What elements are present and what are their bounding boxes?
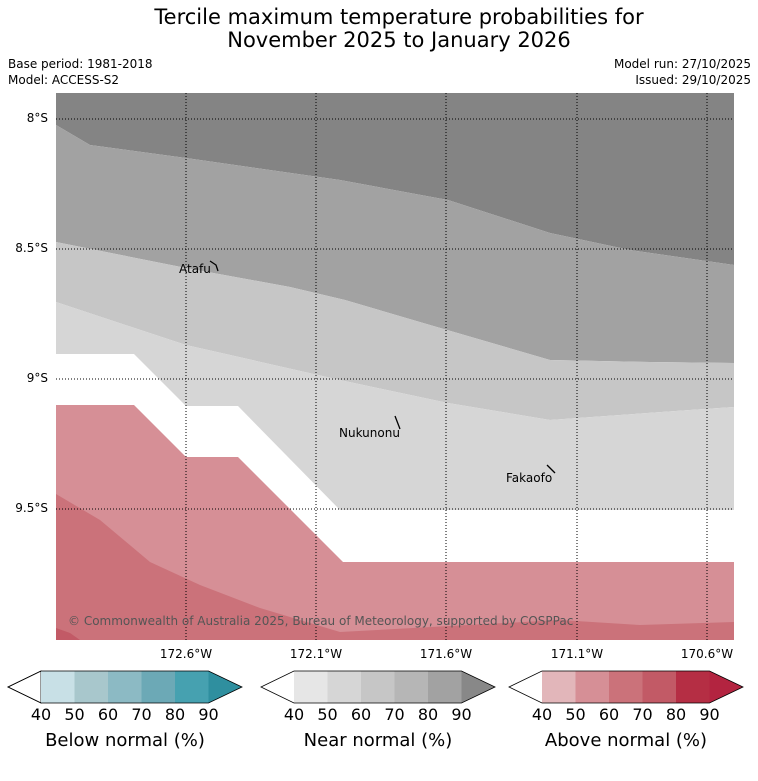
tick-label: 40 — [531, 705, 553, 724]
above-60-region — [56, 494, 734, 640]
colorbar-below-bin — [41, 671, 75, 703]
title-line-1: Tercile maximum temperature probabilitie… — [154, 5, 644, 29]
atafu-outline — [209, 260, 219, 272]
tick-label: 40 — [283, 705, 305, 724]
colorbar-below-low-arrow — [7, 670, 42, 704]
near-60-region — [56, 242, 734, 420]
colorbar-below-label: Below normal (%) — [45, 730, 205, 751]
colorbar-near-bin — [294, 671, 328, 703]
copyright-notice: © Commonwealth of Australia 2025, Bureau… — [68, 614, 574, 628]
colorbar-above — [508, 670, 744, 704]
tick-label: 90 — [699, 705, 720, 724]
model-run-date: Model run: 27/10/2025 — [613, 57, 751, 71]
colorbar-above-high-arrow — [709, 671, 743, 703]
colorbar-below-bin — [108, 671, 142, 703]
above-70-region — [56, 628, 80, 640]
colorbar-near-low-arrow — [261, 671, 294, 703]
grid — [56, 93, 734, 640]
tick-label: 60 — [598, 705, 620, 724]
lat-label: 8.5°S — [15, 241, 48, 255]
colorbar-below-bin — [175, 671, 209, 703]
colorbar-above-label: Above normal (%) — [544, 730, 708, 751]
tick-label: 80 — [665, 705, 687, 724]
colorbar-below-bin — [74, 671, 108, 703]
tick-label: 70 — [384, 705, 405, 724]
colorbar-below-frame — [7, 670, 243, 704]
colorbar-below — [7, 670, 243, 704]
near-80-region — [56, 93, 734, 265]
tick-label: 90 — [451, 705, 472, 724]
issued-date: Issued: 29/10/2025 — [635, 73, 751, 87]
above-50-region — [56, 405, 734, 640]
colorbar-near-high-arrow — [461, 671, 495, 703]
tick-label: 60 — [350, 705, 372, 724]
colorbar-above-low-arrow — [509, 671, 542, 703]
lat-label: 8°S — [26, 111, 48, 125]
colorbar-near-bin — [327, 671, 361, 703]
lat-label: 9.5°S — [15, 501, 48, 515]
lon-label: 171.6°W — [419, 647, 473, 661]
tick-label: 50 — [64, 705, 85, 724]
colorbar-near-bin — [361, 671, 395, 703]
colorbar-above-frame — [508, 670, 744, 704]
tick-label: 80 — [164, 705, 186, 724]
colorbar-near-label: Near normal (%) — [303, 730, 453, 751]
near-70-region — [56, 125, 734, 363]
model-name: Model: ACCESS-S2 — [8, 73, 120, 87]
lon-label: 172.1°W — [289, 647, 343, 661]
colorbar-near-bin — [428, 671, 462, 703]
place-label-atafu: Atafu — [179, 262, 211, 276]
lat-label: 9°S — [26, 371, 48, 385]
tick-label: 90 — [198, 705, 219, 724]
colorbar-near-bin — [394, 671, 428, 703]
tick-label: 40 — [30, 705, 52, 724]
tick-label: 60 — [97, 705, 119, 724]
colorbar-above-bin — [642, 671, 676, 703]
nukunonu-outline — [394, 415, 401, 430]
lon-label: 170.6°W — [680, 647, 734, 661]
colorbar-below-high-arrow — [208, 671, 242, 703]
colorbar-near — [260, 670, 496, 704]
place-label-fakaofo: Fakaofo — [506, 471, 553, 485]
colorbar-above-bin — [609, 671, 643, 703]
colorbar-above-bin — [575, 671, 609, 703]
colorbar-below-bin — [141, 671, 175, 703]
colorbar-above-bin — [676, 671, 710, 703]
colorbar-near-frame — [260, 670, 496, 704]
fakaofo-outline — [546, 464, 556, 474]
tick-label: 80 — [417, 705, 439, 724]
lon-label: 172.6°W — [159, 647, 213, 661]
title-line-2: November 2025 to January 2026 — [227, 28, 571, 52]
lon-label: 171.1°W — [550, 647, 604, 661]
tick-label: 70 — [131, 705, 152, 724]
near-50-region — [56, 302, 734, 510]
colorbar-above-bin — [542, 671, 576, 703]
base-period: Base period: 1981-2018 — [8, 57, 153, 71]
tick-label: 70 — [632, 705, 653, 724]
tick-label: 50 — [565, 705, 586, 724]
tick-label: 50 — [317, 705, 338, 724]
place-label-nukunonu: Nukunonu — [339, 426, 400, 440]
